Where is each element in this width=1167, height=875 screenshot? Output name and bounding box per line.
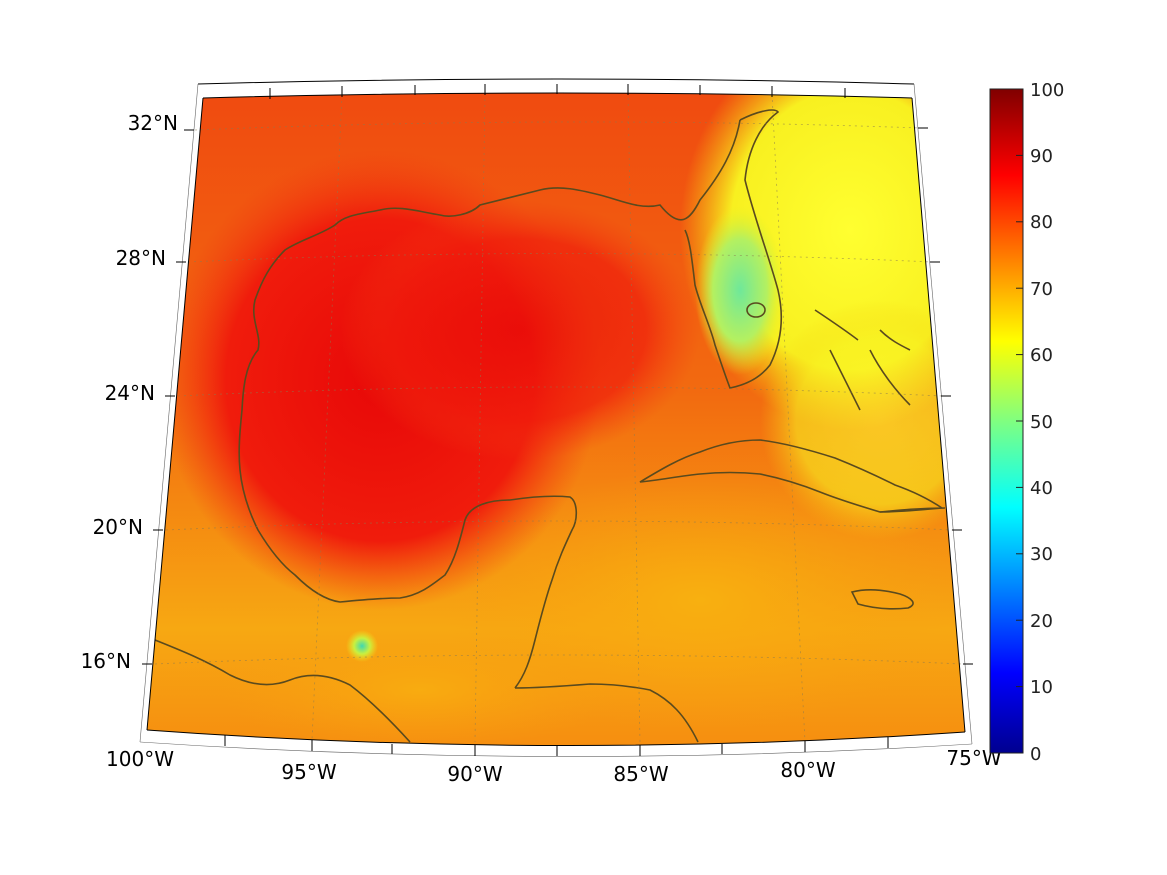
lat-ticks bbox=[142, 127, 973, 665]
lon-label: 95°W bbox=[281, 760, 336, 784]
lon-label: 100°W bbox=[106, 747, 174, 771]
central-america bbox=[514, 683, 699, 743]
cuba bbox=[639, 439, 945, 513]
lon-label: 90°W bbox=[447, 762, 502, 786]
map-frame bbox=[139, 78, 973, 757]
colorbar-label: 10 bbox=[1030, 677, 1053, 698]
colorbar-label: 30 bbox=[1030, 544, 1053, 565]
data-field bbox=[147, 93, 965, 746]
hispaniola bbox=[879, 507, 946, 513]
bahamas bbox=[814, 309, 911, 411]
colorbar-label: 20 bbox=[1030, 611, 1053, 632]
colorbar-label: 60 bbox=[1030, 345, 1053, 366]
colorbar: 100 90 80 70 60 50 40 30 20 10 0 bbox=[989, 80, 1064, 765]
lake bbox=[746, 302, 766, 318]
colorbar-label: 100 bbox=[1030, 80, 1064, 101]
jamaica bbox=[850, 589, 914, 610]
graticule bbox=[154, 91, 963, 744]
lat-label: 28°N bbox=[116, 246, 166, 270]
lat-label: 32°N bbox=[128, 111, 178, 135]
florida-coast bbox=[684, 109, 783, 389]
colorbar-label: 70 bbox=[1030, 279, 1053, 300]
lat-label: 24°N bbox=[105, 381, 155, 405]
lon-label: 80°W bbox=[780, 758, 835, 782]
colorbar-label: 40 bbox=[1030, 478, 1053, 499]
lat-label: 20°N bbox=[93, 515, 143, 539]
lat-labels: 32°N 28°N 24°N 20°N 16°N bbox=[81, 111, 178, 673]
colorbar-label: 80 bbox=[1030, 212, 1053, 233]
lon-ticks bbox=[224, 84, 889, 756]
lon-labels: 100°W 95°W 90°W 85°W 80°W 75°W bbox=[106, 746, 1002, 786]
lat-label: 16°N bbox=[81, 649, 131, 673]
colorbar-label: 0 bbox=[1030, 744, 1041, 765]
coastlines bbox=[154, 109, 946, 743]
mexico-pacific bbox=[154, 639, 411, 743]
colorbar-ticks bbox=[1016, 88, 1023, 754]
gulf-coastline bbox=[238, 119, 741, 689]
colorbar-label: 50 bbox=[1030, 412, 1053, 433]
lon-label: 85°W bbox=[613, 762, 668, 786]
colorbar-label: 90 bbox=[1030, 146, 1053, 167]
